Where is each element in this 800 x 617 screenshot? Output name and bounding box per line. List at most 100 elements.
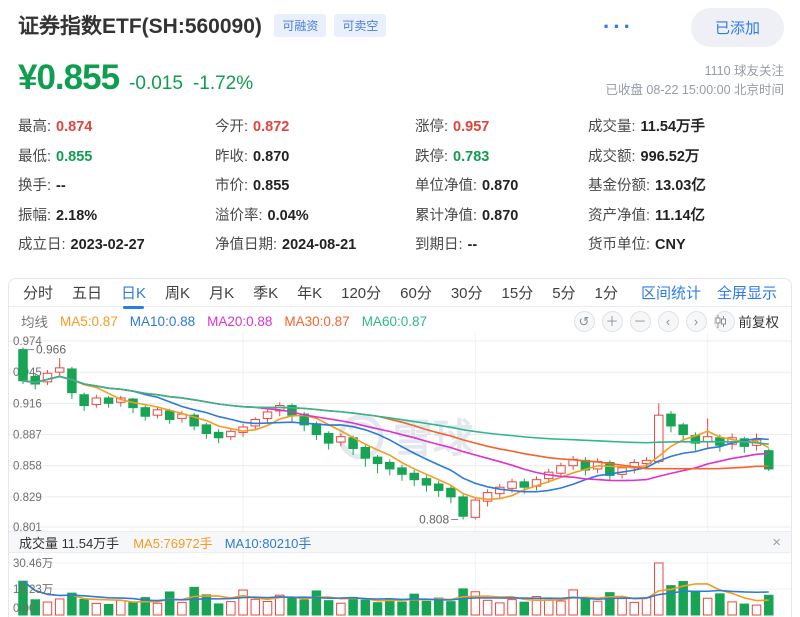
- volume-title: 成交量 11.54万手: [19, 535, 120, 551]
- volume-ma10-line: [22, 580, 769, 602]
- stat-value: 13.03亿: [655, 178, 706, 194]
- tab-5分[interactable]: 5分: [552, 285, 576, 302]
- y-axis-label: 0.916: [13, 398, 42, 410]
- next-icon[interactable]: ›: [685, 310, 707, 332]
- volume-ma10-label: MA10:80210手: [224, 535, 312, 551]
- more-menu-button[interactable]: ···: [603, 14, 634, 39]
- stat-label: 换手:: [18, 178, 52, 194]
- chart-card: 分时 五日 日K 周K 月K 季K 年K 120分 60分 30分 15分 5分 1分 区间统计 全屏显示 …: [8, 278, 792, 617]
- tab-1分[interactable]: 1分: [594, 285, 618, 302]
- stat-item: 溢价率: 0.04%: [215, 202, 356, 232]
- stat-item: 最低: 0.855: [18, 143, 145, 173]
- volume-chart[interactable]: 30.46万 15.23万 0.00: [9, 553, 791, 616]
- stat-label: 振幅:: [18, 207, 52, 224]
- stat-label: 今开:: [215, 119, 249, 135]
- tab-分时[interactable]: 分时: [23, 285, 54, 302]
- interval-stats-link[interactable]: 区间统计: [640, 285, 701, 302]
- header-badge: 可融资: [274, 13, 327, 37]
- price-chart[interactable]: 0.9740.9450.9160.8870.8580.8290.801雪球0.9…: [9, 333, 791, 531]
- ma-legend-prefix: 均线: [21, 315, 48, 330]
- tab-月K[interactable]: 月K: [209, 285, 235, 302]
- price-change: -0.015: [129, 73, 183, 94]
- stat-value: CNY: [655, 237, 686, 253]
- tab-日K[interactable]: 日K: [121, 282, 146, 309]
- low-annotation: 0.808: [419, 512, 449, 526]
- ma60-line: [22, 375, 769, 445]
- stat-item: 到期日: --: [415, 231, 518, 261]
- stats-grid: 最高: 0.874 最低: 0.855 换手: -- 振幅: 2.18% 成立日: 2023-02…: [18, 113, 790, 263]
- stat-value: 2023-02-27: [70, 237, 145, 253]
- tab-60分[interactable]: 60分: [400, 285, 432, 302]
- added-button[interactable]: 已添加: [690, 8, 784, 47]
- stat-item: 跌停: 0.783: [415, 143, 518, 173]
- stat-label: 最低:: [18, 148, 52, 165]
- stat-value: 0.870: [253, 148, 290, 165]
- fullscreen-link[interactable]: 全屏显示: [716, 285, 777, 302]
- tab-周K[interactable]: 周K: [165, 285, 191, 302]
- close-icon[interactable]: ×: [772, 533, 781, 551]
- stat-label: 成立日:: [18, 237, 66, 253]
- stat-label: 成交量:: [588, 119, 636, 135]
- chart-toolbar-icons: ↺ ＋ － ‹ ›: [573, 310, 735, 332]
- volume-header: 成交量 11.54万手 MA5:76972手 MA10:80210手 ×: [9, 531, 791, 553]
- stat-item: 单位净值: 0.870: [415, 172, 518, 202]
- stat-value: 0.957: [453, 119, 490, 135]
- stat-item: 成交额: 996.52万: [588, 143, 706, 173]
- adjust-mode-link[interactable]: 前复权: [738, 315, 780, 330]
- stat-value: 0.870: [482, 178, 519, 194]
- zoom-out-icon[interactable]: －: [629, 310, 651, 332]
- y-axis-label: 0.801: [13, 522, 42, 531]
- volume-ma5-label: MA5:76972手: [133, 535, 213, 551]
- stat-label: 净值日期:: [215, 237, 278, 253]
- stat-value: --: [467, 237, 478, 253]
- stat-value: 2024-08-21: [282, 237, 357, 253]
- stat-item: 基金份额: 13.03亿: [588, 172, 706, 202]
- stat-label: 成交额:: [588, 148, 636, 165]
- ma-item: MA60:0.87: [361, 313, 427, 329]
- stat-item: 成交量: 11.54万手: [588, 113, 706, 143]
- stat-label: 市价:: [215, 178, 249, 194]
- volume-axis-label: 15.23万: [13, 584, 53, 596]
- tab-bar: 分时 五日 日K 周K 月K 季K 年K 120分 60分 30分 15分 5分 1分 区间统计 全屏显示: [9, 279, 791, 309]
- stat-value: 11.54万手: [640, 119, 706, 135]
- tab-15分[interactable]: 15分: [501, 285, 534, 302]
- stats-column: 涨停: 0.957 跌停: 0.783 单位净值: 0.870 累计净值: 0.870 到期日:…: [415, 113, 518, 261]
- stat-item: 净值日期: 2024-08-21: [215, 231, 356, 261]
- stat-label: 涨停:: [415, 119, 449, 135]
- tab-五日[interactable]: 五日: [72, 285, 103, 302]
- stat-label: 到期日:: [415, 237, 463, 253]
- ma-item: MA20:0.88: [207, 313, 273, 329]
- stat-item: 货币单位: CNY: [588, 231, 706, 261]
- reset-icon[interactable]: ↺: [573, 310, 595, 332]
- stat-value: 0.870: [482, 207, 519, 224]
- candle-style-icon[interactable]: [713, 310, 735, 332]
- stats-column: 今开: 0.872 昨收: 0.870 市价: 0.855 溢价率: 0.04% 净值日期: 20…: [215, 113, 356, 261]
- tab-120分[interactable]: 120分: [341, 285, 382, 302]
- stat-item: 市价: 0.855: [215, 172, 356, 202]
- current-price: ¥0.855: [18, 58, 120, 97]
- stat-label: 昨收:: [215, 148, 249, 165]
- stat-value: 996.52万: [640, 148, 700, 165]
- followers-count: 1110 球友关注: [704, 64, 784, 78]
- tab-季K[interactable]: 季K: [253, 285, 279, 302]
- stat-item: 振幅: 2.18%: [18, 202, 145, 232]
- stat-label: 溢价率:: [215, 207, 263, 224]
- stat-item: 换手: --: [18, 172, 145, 202]
- page-header: 证券指数ETF(SH:560090) 可融资 可卖空 ··· 已添加: [18, 8, 784, 50]
- y-axis-label: 0.974: [13, 336, 42, 348]
- volume-axis-label: 30.46万: [13, 558, 53, 570]
- ma-item: MA30:0.87: [284, 313, 350, 329]
- stat-label: 单位净值:: [415, 178, 478, 194]
- stat-value: 11.14亿: [655, 207, 706, 224]
- stock-title: 证券指数ETF(SH:560090): [18, 15, 262, 38]
- stat-item: 昨收: 0.870: [215, 143, 356, 173]
- ma-item: MA10:0.88: [129, 313, 196, 329]
- prev-icon[interactable]: ‹: [657, 310, 679, 332]
- ma-item: MA5:0.87: [60, 313, 118, 329]
- tab-年K[interactable]: 年K: [297, 285, 323, 302]
- stat-value: 0.783: [453, 148, 490, 165]
- zoom-in-icon[interactable]: ＋: [601, 310, 623, 332]
- y-axis-label: 0.858: [13, 461, 42, 473]
- tab-30分[interactable]: 30分: [450, 285, 483, 302]
